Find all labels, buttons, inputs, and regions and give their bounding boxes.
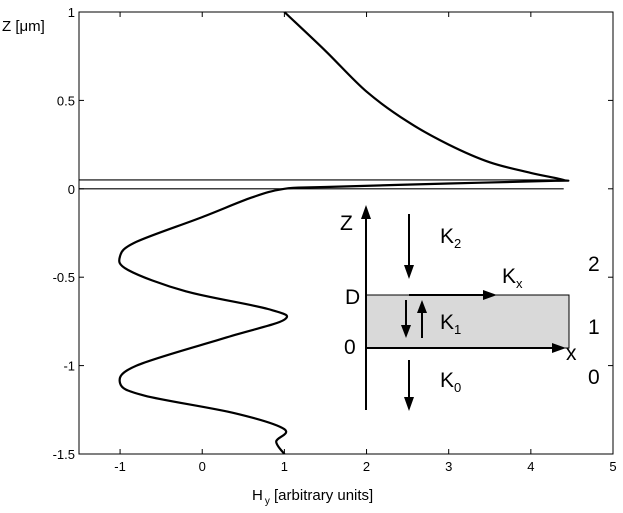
inset-diagram: Z D 0 x K2 Kx K1 K0 2 1 0 <box>340 205 600 411</box>
field-profile <box>118 11 570 455</box>
inset-d-label: D <box>345 286 360 309</box>
inset-k2-label: K2 <box>440 225 461 251</box>
inset-kx-label: Kx <box>502 265 523 291</box>
x-axis-label-rest: [arbitrary units] <box>270 487 373 504</box>
x-tick-label: 0 <box>199 459 206 474</box>
plot-frame <box>78 11 614 455</box>
inset-k1-up-arrowhead <box>417 300 427 313</box>
y-tick-label: -1 <box>63 359 75 374</box>
y-axis-label: Z [μm] <box>2 18 45 35</box>
inset-region-1-label: 1 <box>588 316 600 339</box>
y-axis-ticks: 1 0.5 0 -0.5 -1 -1.5 <box>53 5 613 462</box>
x-tick-label: 5 <box>609 459 616 474</box>
y-tick-label: 1 <box>68 5 75 20</box>
inset-k2-arrowhead <box>404 265 414 279</box>
x-axis-label-main: H <box>252 487 263 504</box>
y-tick-label: -0.5 <box>53 270 75 285</box>
x-tick-label: 1 <box>281 459 288 474</box>
inset-slab <box>365 294 570 349</box>
y-tick-label: -1.5 <box>53 447 75 462</box>
inset-x-arrowhead <box>552 343 566 353</box>
inset-k0-label: K0 <box>440 369 461 395</box>
series-line <box>118 11 570 455</box>
inset-z-label: Z <box>340 212 353 235</box>
y-tick-label: 0.5 <box>57 93 75 108</box>
inset-k1-label: K1 <box>440 311 461 337</box>
inset-k1-down-arrowhead <box>401 325 411 338</box>
x-tick-label: 2 <box>363 459 370 474</box>
x-tick-label: 4 <box>527 459 534 474</box>
inset-region-2-label: 2 <box>588 253 600 276</box>
inset-k0-arrowhead <box>404 397 414 411</box>
inset-z-arrowhead <box>361 205 371 219</box>
boundary-lines <box>79 179 564 190</box>
x-axis-label-subscript: y <box>265 496 270 507</box>
inset-kx-arrowhead <box>483 290 497 300</box>
inset-x-label: x <box>566 342 577 365</box>
x-tick-label: -1 <box>114 459 126 474</box>
y-tick-label: 0 <box>68 182 75 197</box>
x-tick-label: 3 <box>445 459 452 474</box>
x-axis-ticks: -1 0 1 2 3 4 5 <box>114 12 617 474</box>
inset-zero-label: 0 <box>344 336 356 359</box>
inset-region-0-label: 0 <box>588 366 600 389</box>
